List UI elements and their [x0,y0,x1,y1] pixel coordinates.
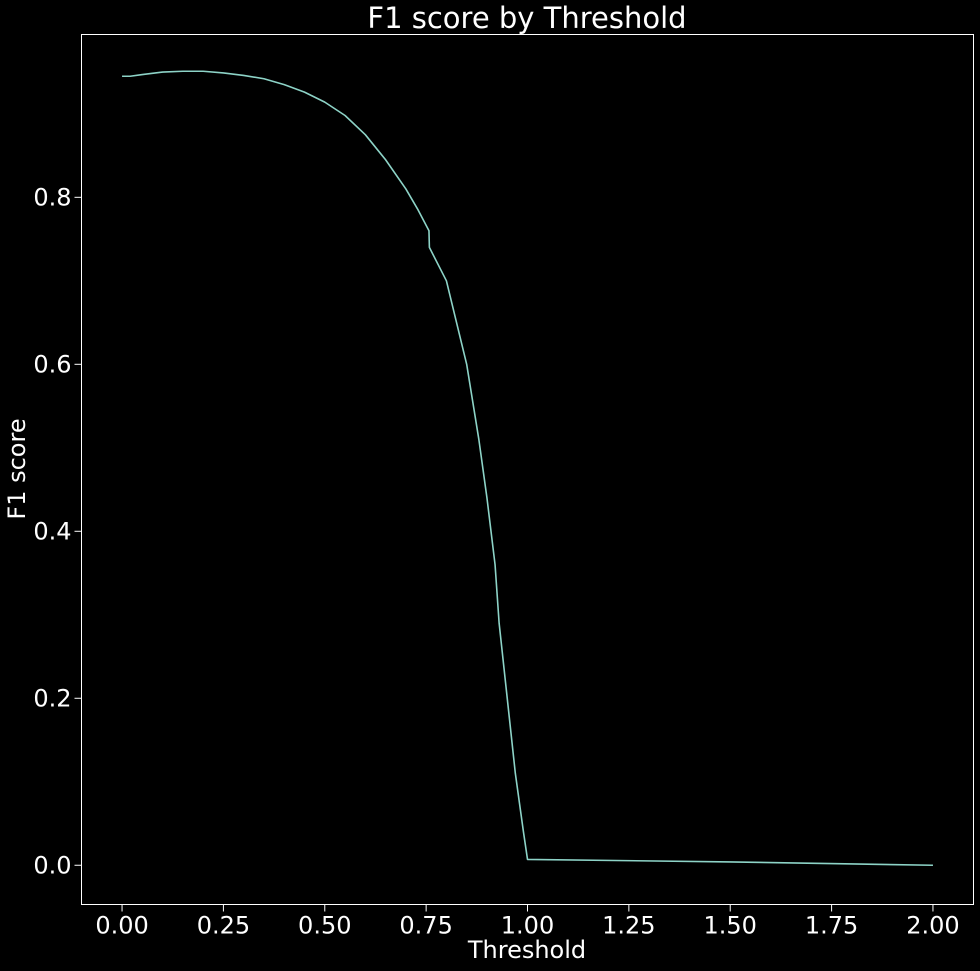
y-tick-label: 0.8 [33,183,71,211]
x-tick-label: 0.50 [298,912,351,940]
f1-score-line [122,70,933,867]
y-tick-label: 0.0 [33,851,71,879]
y-axis-label: F1 score [3,418,31,519]
x-axis-label: Threshold [467,936,586,964]
x-tick-label: 2.00 [906,912,959,940]
x-tick-label: 0.75 [399,912,452,940]
x-tick-label: 0.00 [95,912,148,940]
y-tick-label: 0.6 [33,350,71,378]
x-tick-label: 1.75 [805,912,858,940]
x-tick-label: 1.00 [501,912,554,940]
x-tick-label: 1.25 [602,912,655,940]
x-tick-label: 0.25 [197,912,250,940]
y-axis: 0.0 0.2 0.4 0.6 0.8 [33,183,82,879]
y-tick-label: 0.2 [33,684,71,712]
x-axis: 0.00 0.25 0.50 0.75 1.00 1.25 1.50 1.75 2.00 [95,904,960,940]
x-tick-label: 1.50 [704,912,757,940]
y-tick-label: 0.4 [33,517,71,545]
chart-title: F1 score by Threshold [367,1,686,35]
